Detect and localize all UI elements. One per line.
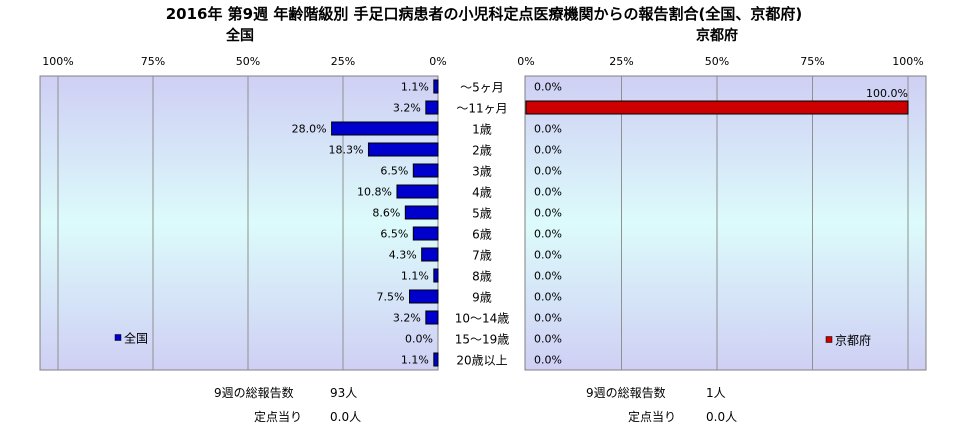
national-value-label: 3.2% (393, 102, 421, 115)
kyoto-x-tick-label: 25% (609, 55, 633, 68)
national-bar (412, 226, 439, 241)
category-label: 7歳 (472, 249, 492, 263)
national-x-tick-label: 0% (429, 55, 446, 68)
kyoto-reports-value: 1人 (706, 386, 726, 400)
national-reports-value: 93人 (330, 386, 358, 400)
national-bar (396, 184, 439, 199)
national-x-tick-label: 50% (236, 55, 260, 68)
national-value-label: 4.3% (389, 249, 417, 262)
national-value-label: 3.2% (393, 312, 421, 325)
national-value-label: 28.0% (292, 123, 327, 136)
national-chart: 100% 75% 50% 25% 0%1.1%3.2%28.0%18.3%6.5%10.… (39, 55, 447, 371)
national-panel-title: 全国 (226, 28, 254, 44)
category-label: 5歳 (472, 207, 492, 221)
kyoto-bar (525, 100, 909, 115)
national-bar (404, 205, 439, 220)
national-legend-label: 全国 (124, 331, 148, 346)
kyoto-value-label: 0.0% (534, 270, 562, 283)
national-value-label: 1.1% (401, 354, 429, 367)
kyoto-value-label: 0.0% (534, 144, 562, 157)
national-bar (433, 352, 439, 367)
kyoto-x-tick-label: 0% (517, 55, 534, 68)
national-value-label: 6.5% (380, 165, 408, 178)
kyoto-legend-label: 京都府 (835, 333, 871, 348)
national-bar (331, 121, 439, 136)
kyoto-value-label: 0.0% (534, 165, 562, 178)
national-value-label: 0.0% (405, 333, 433, 346)
national-x-tick-label: 100% (42, 55, 73, 68)
category-label: 6歳 (472, 228, 492, 242)
kyoto-value-label: 0.0% (534, 81, 562, 94)
national-x-tick-label: 75% (141, 55, 165, 68)
national-bar (425, 100, 439, 115)
kyoto-value-label: 0.0% (534, 333, 562, 346)
kyoto-per-site-value: 0.0人 (706, 410, 738, 424)
category-label: 1歳 (472, 123, 492, 137)
national-value-label: 1.1% (401, 270, 429, 283)
category-label: 8歳 (472, 270, 492, 284)
category-label: ～11ヶ月 (456, 102, 507, 116)
category-label: 4歳 (472, 186, 492, 200)
national-value-label: 18.3% (329, 144, 364, 157)
kyoto-value-label: 0.0% (534, 186, 562, 199)
national-bar (412, 163, 439, 178)
national-per-site-label: 定点当り (254, 410, 303, 424)
national-value-label: 8.6% (372, 207, 400, 220)
kyoto-value-label: 0.0% (534, 123, 562, 136)
category-label: 3歳 (472, 165, 492, 179)
kyoto-chart: 0% 25% 50% 75% 100% 0.0% 100.0% 0.0% 0.0% 0.0% 0.0… (517, 55, 927, 371)
national-bar (421, 247, 439, 262)
kyoto-panel-title: 京都府 (696, 28, 738, 44)
national-value-label: 7.5% (377, 291, 405, 304)
national-bar (409, 289, 439, 304)
kyoto-value-label: 0.0% (534, 354, 562, 367)
kyoto-x-tick-label: 75% (800, 55, 824, 68)
kyoto-x-tick-label: 50% (705, 55, 729, 68)
category-label: 9歳 (472, 291, 492, 305)
kyoto-value-label: 0.0% (534, 228, 562, 241)
national-x-tick-label: 25% (331, 55, 355, 68)
national-bar (367, 142, 439, 157)
category-label: 10～14歳 (455, 312, 510, 326)
kyoto-value-label: 0.0% (534, 312, 562, 325)
kyoto-value-label: 0.0% (534, 291, 562, 304)
national-per-site-value: 0.0人 (330, 410, 362, 424)
category-label: 20歳以上 (456, 354, 507, 368)
kyoto-value-label: 0.0% (534, 207, 562, 220)
national-bar (425, 310, 439, 325)
category-label: 2歳 (472, 144, 492, 158)
chart-title: 2016年 第9週 年齢階級別 手足口病患者の小児科定点医療機関からの報告割合(… (165, 5, 803, 23)
category-label: ～5ヶ月 (460, 81, 504, 95)
national-bar (433, 79, 439, 94)
kyoto-value-label: 100.0% (866, 87, 908, 100)
national-legend-swatch (114, 334, 122, 341)
national-value-label: 10.8% (357, 186, 392, 199)
national-value-label: 1.1% (401, 81, 429, 94)
category-labels: ～5ヶ月 ～11ヶ月 1歳 2歳 3歳 4歳 5歳 6歳 7歳 8歳 9歳 10～14歳 15～19歳 2… (455, 81, 510, 368)
national-bar (433, 268, 439, 283)
national-value-label: 6.5% (380, 228, 408, 241)
kyoto-x-tick-label: 100% (892, 55, 923, 68)
national-reports-label: 9週の総報告数 (214, 386, 294, 400)
kyoto-per-site-label: 定点当り (628, 410, 677, 424)
category-label: 15～19歳 (455, 333, 510, 347)
kyoto-legend-swatch (825, 336, 833, 343)
national-plot-area (39, 75, 439, 371)
kyoto-value-label: 0.0% (534, 249, 562, 262)
kyoto-reports-label: 9週の総報告数 (586, 386, 666, 400)
kyoto-plot-area (524, 75, 927, 371)
